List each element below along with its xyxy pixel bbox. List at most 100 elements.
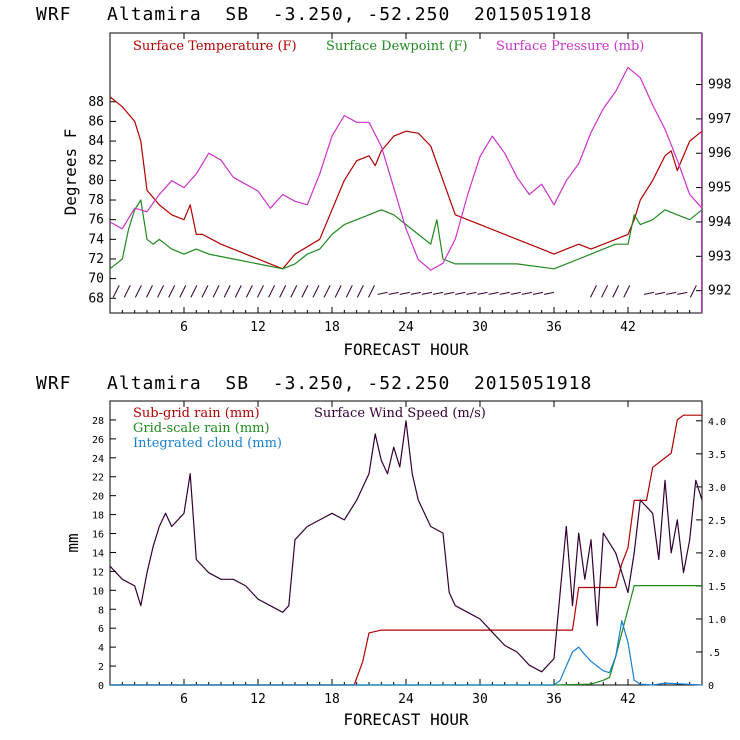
wind-barb (643, 291, 655, 295)
y-tick-label: 12 (92, 567, 104, 578)
top-panel-header: WRF Altamira SB -3.250, -52.250 20150519… (36, 4, 592, 25)
x-tick-label: 30 (472, 320, 488, 335)
wind-barb (112, 285, 120, 298)
legend-subgrid-rain: Sub-grid rain (mm) (133, 406, 260, 421)
grid-scale-rain-mm-line (110, 584, 702, 686)
sub-grid-rain-mm-line (110, 414, 702, 686)
wind-barb (234, 285, 242, 298)
wind-barb (257, 285, 264, 298)
y-tick-label: 4 (98, 643, 104, 654)
wind-barb (279, 285, 287, 298)
legend-surface-dewpoint: Surface Dewpoint (F) (326, 39, 468, 54)
x-tick-label: 18 (324, 320, 340, 335)
wind-barb (432, 291, 444, 295)
wind-barb (499, 291, 510, 295)
y-tick-label: 0 (98, 681, 104, 692)
y2-tick-label: 3.0 (708, 483, 726, 494)
wind-barb (410, 291, 421, 295)
bottom-y2-ticks: 0 .5 1.0 1.5 2.0 2.5 3.0 3.5 4.0 (696, 417, 726, 692)
wind-barb (590, 285, 597, 298)
wind-barb (510, 291, 521, 295)
top-right-axis-line (701, 33, 702, 313)
y-tick-label: 68 (88, 291, 104, 306)
top-legend: Surface Temperature (F) Surface Dewpoint… (133, 39, 644, 54)
bottom-series-group (109, 414, 703, 686)
integrated-cloud-mm-line (110, 619, 703, 686)
x-tick-label: 36 (546, 320, 562, 335)
x-tick-label: 36 (546, 692, 562, 707)
y-tick-label: 8 (98, 605, 104, 616)
surface-wind-speed-m-s-line (109, 420, 703, 673)
wind-barb (301, 285, 309, 298)
wind-barb (677, 291, 688, 295)
wind-barb (601, 285, 609, 298)
y-tick-label: 88 (88, 95, 104, 110)
y2-tick-label: 995 (708, 181, 731, 196)
y-tick-label: 22 (92, 473, 104, 484)
wind-barb (444, 291, 455, 295)
wind-barb (290, 285, 298, 298)
legend-surface-pressure: Surface Pressure (mb) (496, 39, 644, 54)
y2-tick-label: 3.5 (708, 450, 726, 461)
y2-tick-label: 2.5 (708, 516, 726, 527)
top-y2-ticks: 992 993 994 995 996 997 998 (696, 78, 732, 299)
wind-barb (334, 285, 342, 298)
y-tick-label: 72 (88, 252, 104, 267)
y2-tick-label: .5 (708, 648, 720, 659)
bottom-legend: Sub-grid rain (mm) Surface Wind Speed (m… (133, 406, 486, 451)
wind-barb (488, 291, 499, 295)
wind-barb (312, 285, 320, 298)
y2-tick-label: 996 (708, 146, 731, 161)
wind-barb (377, 291, 388, 295)
y-tick-label: 74 (88, 232, 104, 247)
wind-barb (201, 285, 209, 298)
y-tick-label: 14 (92, 548, 104, 559)
x-tick-label: 24 (398, 692, 414, 707)
y2-tick-label: 993 (708, 249, 731, 264)
wind-barb (388, 291, 399, 295)
y-tick-label: 10 (92, 586, 104, 597)
y-tick-label: 16 (92, 530, 104, 541)
wind-barb (368, 285, 375, 298)
wind-barb (123, 285, 131, 298)
wind-barb (466, 291, 477, 295)
y2-tick-label: 994 (708, 215, 732, 230)
wind-barb (323, 285, 331, 298)
y-tick-label: 20 (92, 492, 104, 503)
y-tick-label: 76 (88, 213, 104, 228)
legend-integrated-cloud: Integrated cloud (mm) (133, 436, 282, 451)
wind-barbs (112, 285, 697, 298)
legend-surface-wind-speed: Surface Wind Speed (m/s) (314, 406, 486, 421)
bottom-x-ticks: 6 12 18 24 30 36 42 (121, 401, 691, 707)
bottom-panel: WRF Altamira SB -3.250, -52.250 20150519… (36, 373, 726, 729)
top-y-axis-label: Degrees F (61, 129, 80, 216)
y-tick-label: 86 (88, 114, 104, 129)
x-tick-label: 42 (620, 692, 636, 707)
y2-tick-label: 998 (708, 78, 731, 93)
y-tick-label: 6 (98, 624, 104, 635)
y-tick-label: 80 (88, 173, 104, 188)
y-tick-label: 70 (88, 272, 104, 287)
legend-grid-scale-rain: Grid-scale rain (mm) (133, 421, 270, 436)
top-series-group (109, 66, 703, 271)
wind-barb (146, 285, 153, 298)
wind-barb (345, 285, 353, 298)
wind-barb (168, 285, 176, 298)
y2-tick-label: 992 (708, 284, 731, 299)
top-x-ticks: 6 12 18 24 30 36 42 (121, 33, 691, 335)
bottom-y-axis-label: mm (63, 533, 82, 552)
y-tick-label: 28 (92, 416, 104, 427)
top-plot-frame (109, 32, 703, 314)
y-tick-label: 24 (92, 454, 104, 465)
y2-tick-label: 1.5 (708, 582, 726, 593)
wind-barb (543, 291, 555, 295)
x-tick-label: 30 (472, 692, 488, 707)
y2-tick-label: 4.0 (708, 417, 726, 428)
wind-barb (532, 291, 544, 295)
x-tick-label: 6 (180, 320, 188, 335)
surface-temperature-f-line (109, 96, 703, 270)
y2-tick-label: 2.0 (708, 549, 726, 560)
top-x-axis-label: FORECAST HOUR (343, 340, 469, 359)
